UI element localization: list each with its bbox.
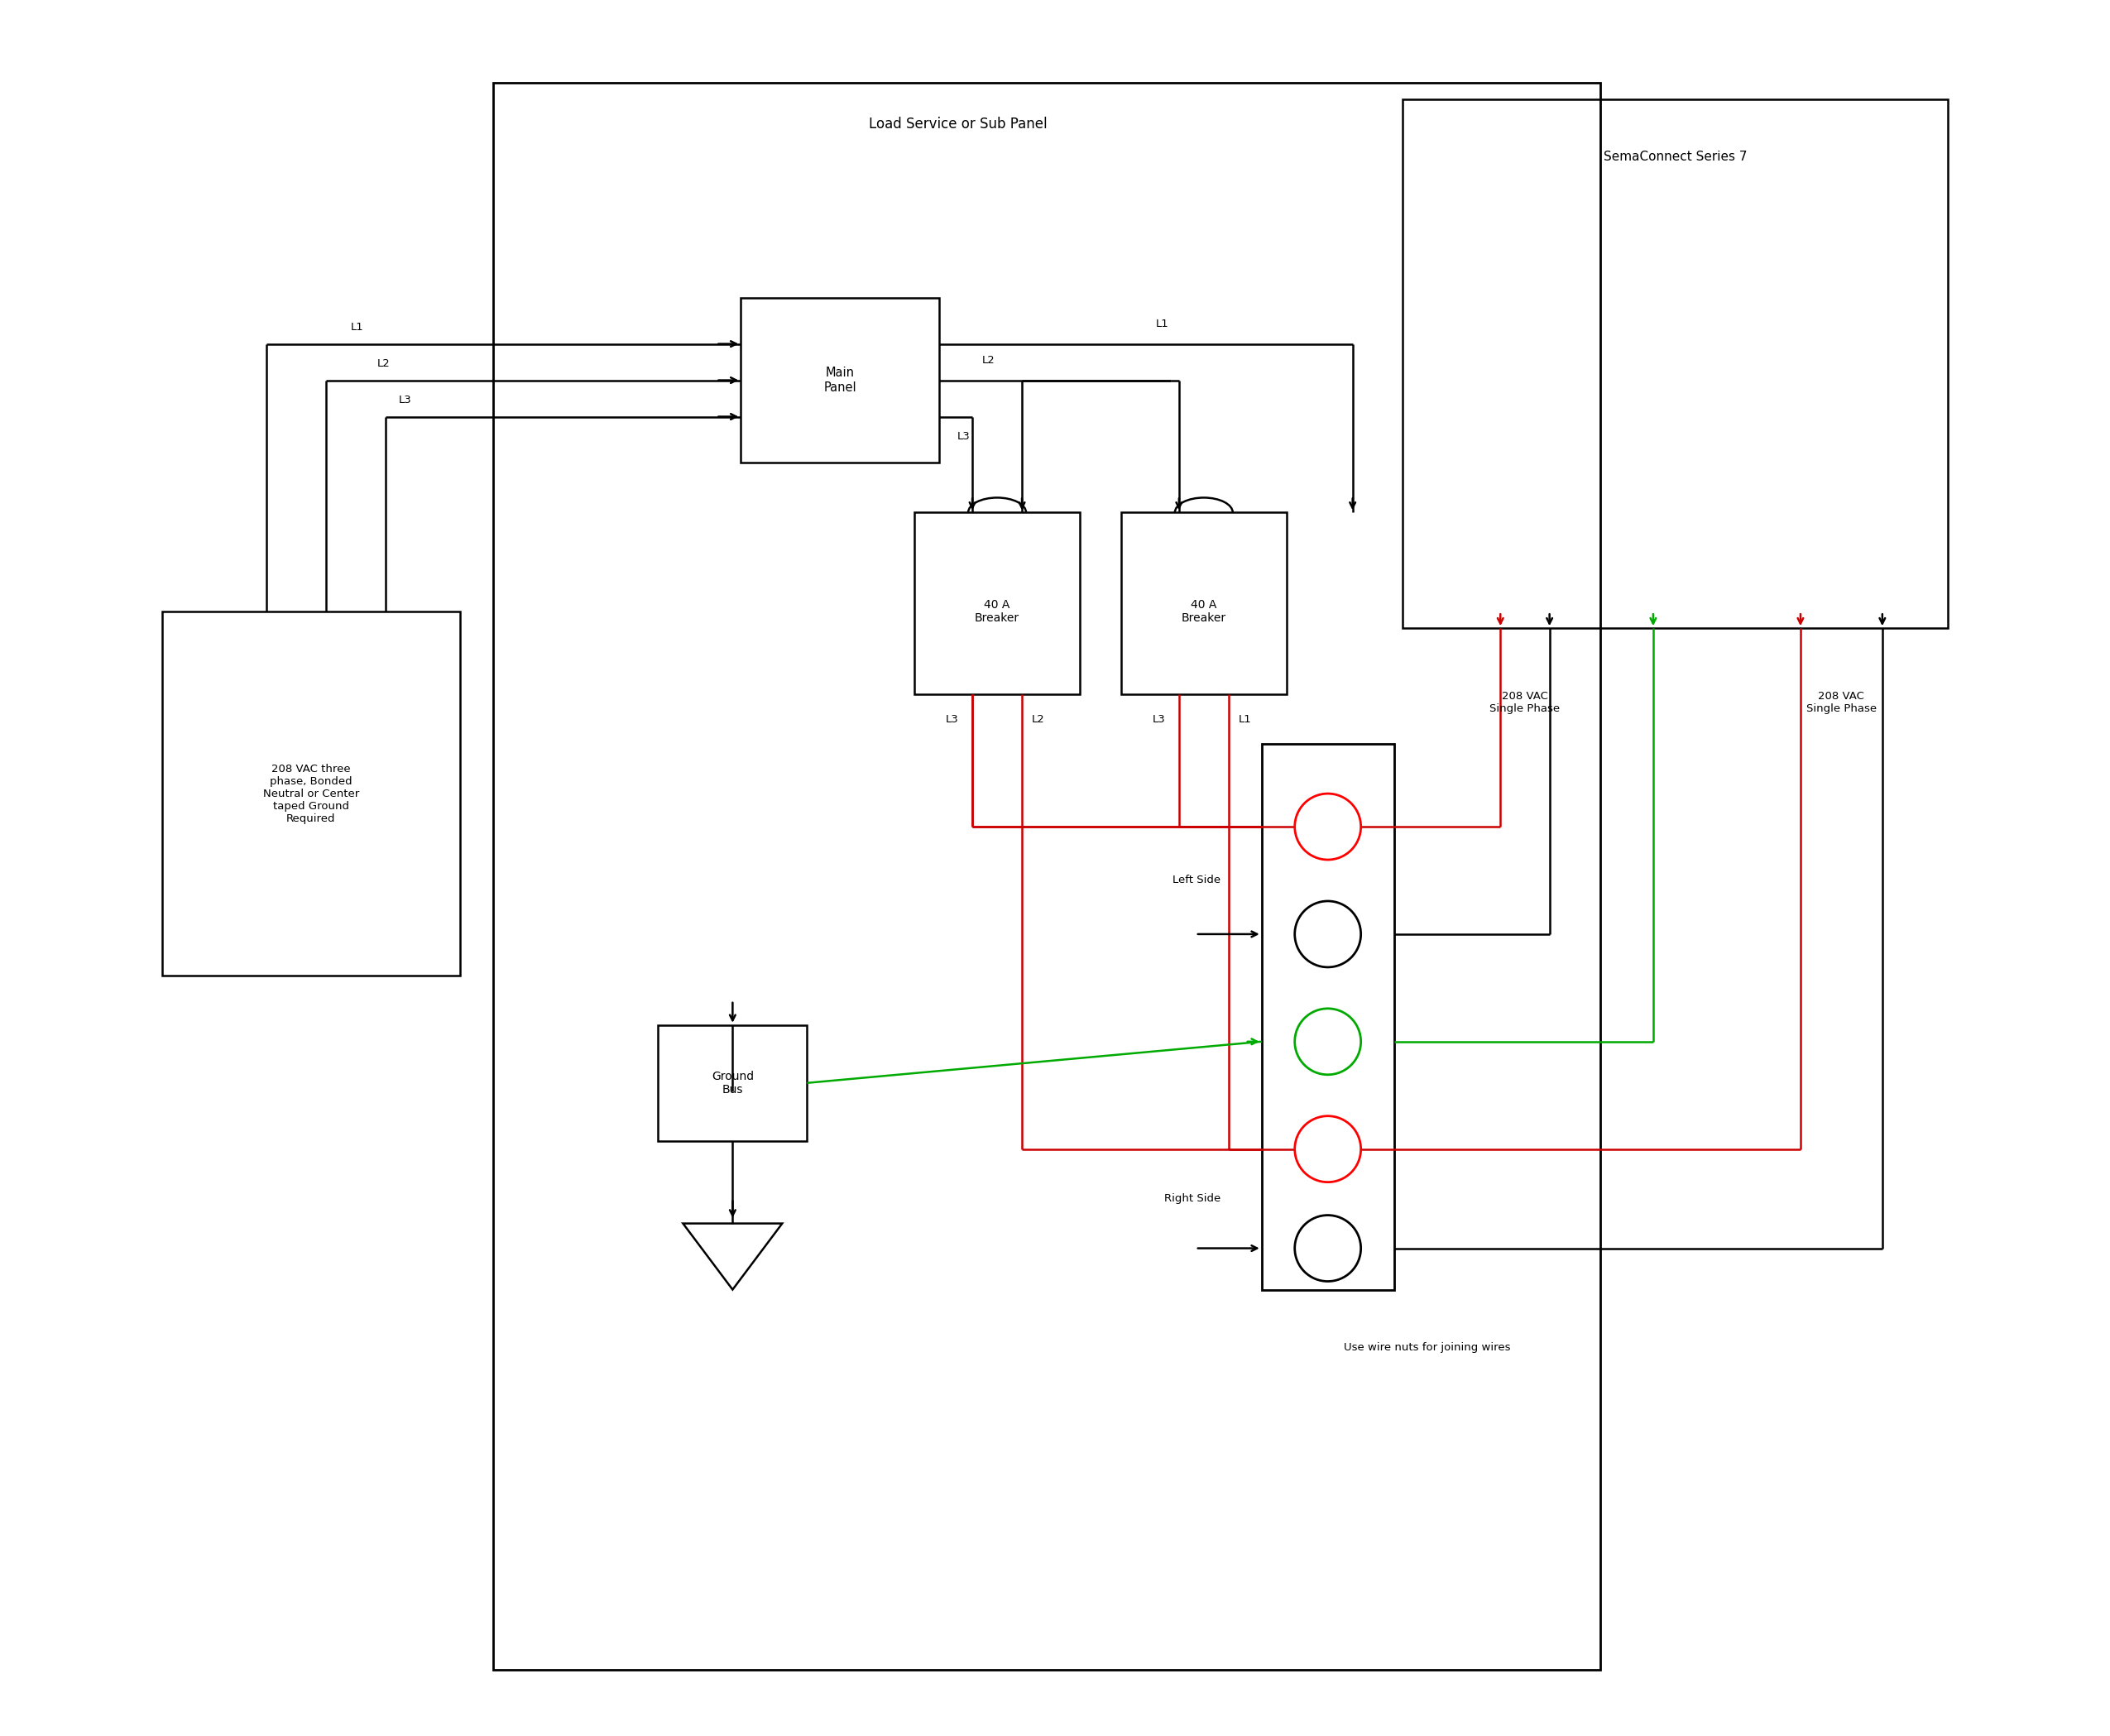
Bar (1120, 512, 1287, 694)
Bar (162, 611, 460, 976)
Text: L1: L1 (350, 321, 363, 333)
Text: L3: L3 (399, 394, 411, 406)
Bar (741, 297, 939, 464)
Bar (1403, 99, 1948, 628)
Text: 40 A
Breaker: 40 A Breaker (1182, 599, 1226, 625)
Bar (1262, 745, 1395, 1290)
Text: Ground
Bus: Ground Bus (711, 1071, 753, 1095)
Text: L2: L2 (1032, 713, 1044, 724)
Circle shape (1296, 901, 1361, 967)
Text: Use wire nuts for joining wires: Use wire nuts for joining wires (1344, 1342, 1511, 1352)
Bar (658, 1024, 806, 1141)
Text: Right Side: Right Side (1165, 1193, 1220, 1205)
Bar (914, 512, 1080, 694)
Text: L3: L3 (958, 431, 971, 443)
Circle shape (1296, 1009, 1361, 1075)
Text: 40 A
Breaker: 40 A Breaker (975, 599, 1019, 625)
Text: 208 VAC
Single Phase: 208 VAC Single Phase (1806, 691, 1876, 713)
Text: Left Side: Left Side (1173, 875, 1220, 885)
Bar (494, 83, 1601, 1670)
Text: SemaConnect Series 7: SemaConnect Series 7 (1604, 151, 1747, 163)
Circle shape (1296, 793, 1361, 859)
Text: 208 VAC
Single Phase: 208 VAC Single Phase (1490, 691, 1559, 713)
Text: Load Service or Sub Panel: Load Service or Sub Panel (869, 116, 1047, 132)
Text: 208 VAC three
phase, Bonded
Neutral or Center
taped Ground
Required: 208 VAC three phase, Bonded Neutral or C… (264, 764, 359, 825)
Text: Main
Panel: Main Panel (823, 366, 857, 394)
Circle shape (1296, 1215, 1361, 1281)
Text: L2: L2 (983, 356, 996, 366)
Text: L3: L3 (945, 713, 960, 724)
Circle shape (1296, 1116, 1361, 1182)
Text: L3: L3 (1152, 713, 1165, 724)
Text: L1: L1 (1239, 713, 1251, 724)
Text: L1: L1 (1156, 319, 1169, 330)
Text: L2: L2 (378, 358, 390, 370)
